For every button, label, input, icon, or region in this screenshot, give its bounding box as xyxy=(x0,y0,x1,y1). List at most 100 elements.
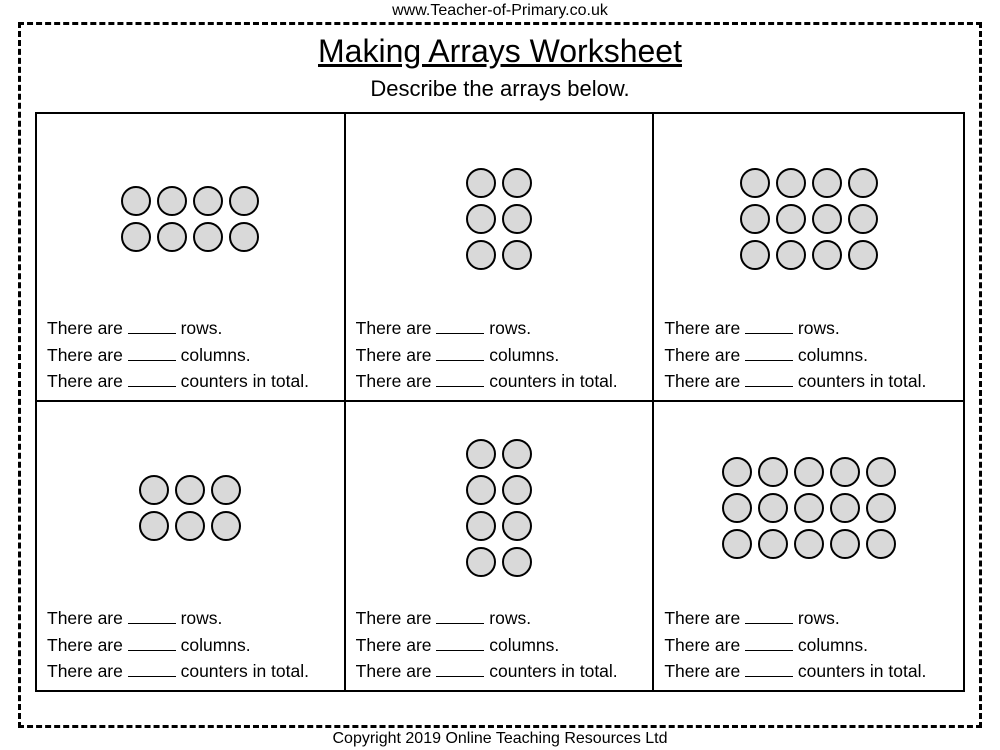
counter-icon xyxy=(157,222,187,252)
fill-blank[interactable] xyxy=(745,635,793,651)
counter-row xyxy=(740,204,878,234)
array-area xyxy=(664,122,953,315)
fill-blank[interactable] xyxy=(128,371,176,387)
prompt-rows: There are rows. xyxy=(356,605,643,631)
counter-icon xyxy=(466,204,496,234)
counter-icon xyxy=(722,493,752,523)
worksheet-frame: Making Arrays Worksheet Describe the arr… xyxy=(18,22,982,728)
prompt-text-post: rows. xyxy=(484,608,531,628)
array-grid: There are rows.There are columns.There a… xyxy=(35,112,965,692)
fill-blank[interactable] xyxy=(128,345,176,361)
counter-icon xyxy=(466,168,496,198)
fill-blank[interactable] xyxy=(436,371,484,387)
counter-icon xyxy=(193,222,223,252)
prompt-block: There are rows.There are columns.There a… xyxy=(664,315,953,394)
prompt-text-post: counters in total. xyxy=(484,661,617,681)
fill-blank[interactable] xyxy=(745,345,793,361)
prompt-columns: There are columns. xyxy=(47,632,334,658)
counter-icon xyxy=(794,529,824,559)
counter-icon xyxy=(502,168,532,198)
array-area xyxy=(356,122,643,315)
prompt-text-pre: There are xyxy=(47,661,128,681)
counter-icon xyxy=(722,529,752,559)
prompt-text-post: columns. xyxy=(484,635,559,655)
fill-blank[interactable] xyxy=(745,661,793,677)
counter-row xyxy=(139,511,241,541)
prompt-text-pre: There are xyxy=(356,318,437,338)
fill-blank[interactable] xyxy=(745,609,793,625)
prompt-rows: There are rows. xyxy=(47,605,334,631)
prompt-total: There are counters in total. xyxy=(356,658,643,684)
counter-icon xyxy=(466,240,496,270)
prompt-block: There are rows.There are columns.There a… xyxy=(47,315,334,394)
counter-icon xyxy=(722,457,752,487)
prompt-text-pre: There are xyxy=(664,371,745,391)
prompt-text-post: columns. xyxy=(176,635,251,655)
counter-icon xyxy=(466,439,496,469)
prompt-text-post: columns. xyxy=(176,345,251,365)
prompt-columns: There are columns. xyxy=(47,342,334,368)
prompt-total: There are counters in total. xyxy=(356,368,643,394)
prompt-block: There are rows.There are columns.There a… xyxy=(664,605,953,684)
fill-blank[interactable] xyxy=(128,661,176,677)
counter-array xyxy=(139,475,241,541)
counter-row xyxy=(466,511,532,541)
prompt-columns: There are columns. xyxy=(356,632,643,658)
fill-blank[interactable] xyxy=(436,319,484,335)
prompt-text-pre: There are xyxy=(356,608,437,628)
counter-icon xyxy=(502,511,532,541)
prompt-columns: There are columns. xyxy=(664,342,953,368)
prompt-text-pre: There are xyxy=(356,635,437,655)
counter-icon xyxy=(121,222,151,252)
fill-blank[interactable] xyxy=(436,609,484,625)
counter-row xyxy=(466,547,532,577)
counter-icon xyxy=(758,529,788,559)
prompt-text-post: counters in total. xyxy=(176,371,309,391)
counter-icon xyxy=(848,168,878,198)
prompt-block: There are rows.There are columns.There a… xyxy=(356,315,643,394)
counter-row xyxy=(740,168,878,198)
counter-row xyxy=(722,457,896,487)
counter-icon xyxy=(211,511,241,541)
counter-icon xyxy=(211,475,241,505)
copyright-footer: Copyright 2019 Online Teaching Resources… xyxy=(0,730,1000,748)
prompt-columns: There are columns. xyxy=(664,632,953,658)
prompt-rows: There are rows. xyxy=(664,315,953,341)
prompt-text-pre: There are xyxy=(47,608,128,628)
header-url: www.Teacher-of-Primary.co.uk xyxy=(0,0,1000,22)
fill-blank[interactable] xyxy=(128,319,176,335)
counter-icon xyxy=(139,475,169,505)
counter-array xyxy=(466,168,532,270)
counter-icon xyxy=(139,511,169,541)
counter-row xyxy=(466,240,532,270)
prompt-total: There are counters in total. xyxy=(664,368,953,394)
counter-icon xyxy=(758,457,788,487)
fill-blank[interactable] xyxy=(745,371,793,387)
prompt-total: There are counters in total. xyxy=(47,368,334,394)
fill-blank[interactable] xyxy=(436,345,484,361)
prompt-total: There are counters in total. xyxy=(664,658,953,684)
counter-icon xyxy=(830,529,860,559)
worksheet-title: Making Arrays Worksheet xyxy=(35,33,965,70)
counter-row xyxy=(466,439,532,469)
prompt-text-pre: There are xyxy=(356,661,437,681)
counter-icon xyxy=(502,204,532,234)
prompt-text-post: rows. xyxy=(793,318,840,338)
counter-icon xyxy=(794,493,824,523)
counter-array xyxy=(740,168,878,270)
fill-blank[interactable] xyxy=(128,609,176,625)
prompt-text-pre: There are xyxy=(47,318,128,338)
prompt-text-pre: There are xyxy=(47,371,128,391)
counter-icon xyxy=(502,475,532,505)
counter-icon xyxy=(812,204,842,234)
prompt-text-pre: There are xyxy=(356,345,437,365)
fill-blank[interactable] xyxy=(436,661,484,677)
array-cell: There are rows.There are columns.There a… xyxy=(37,402,346,690)
worksheet-subtitle: Describe the arrays below. xyxy=(35,76,965,102)
fill-blank[interactable] xyxy=(128,635,176,651)
prompt-text-post: rows. xyxy=(176,608,223,628)
counter-icon xyxy=(740,168,770,198)
fill-blank[interactable] xyxy=(745,319,793,335)
prompt-rows: There are rows. xyxy=(47,315,334,341)
fill-blank[interactable] xyxy=(436,635,484,651)
